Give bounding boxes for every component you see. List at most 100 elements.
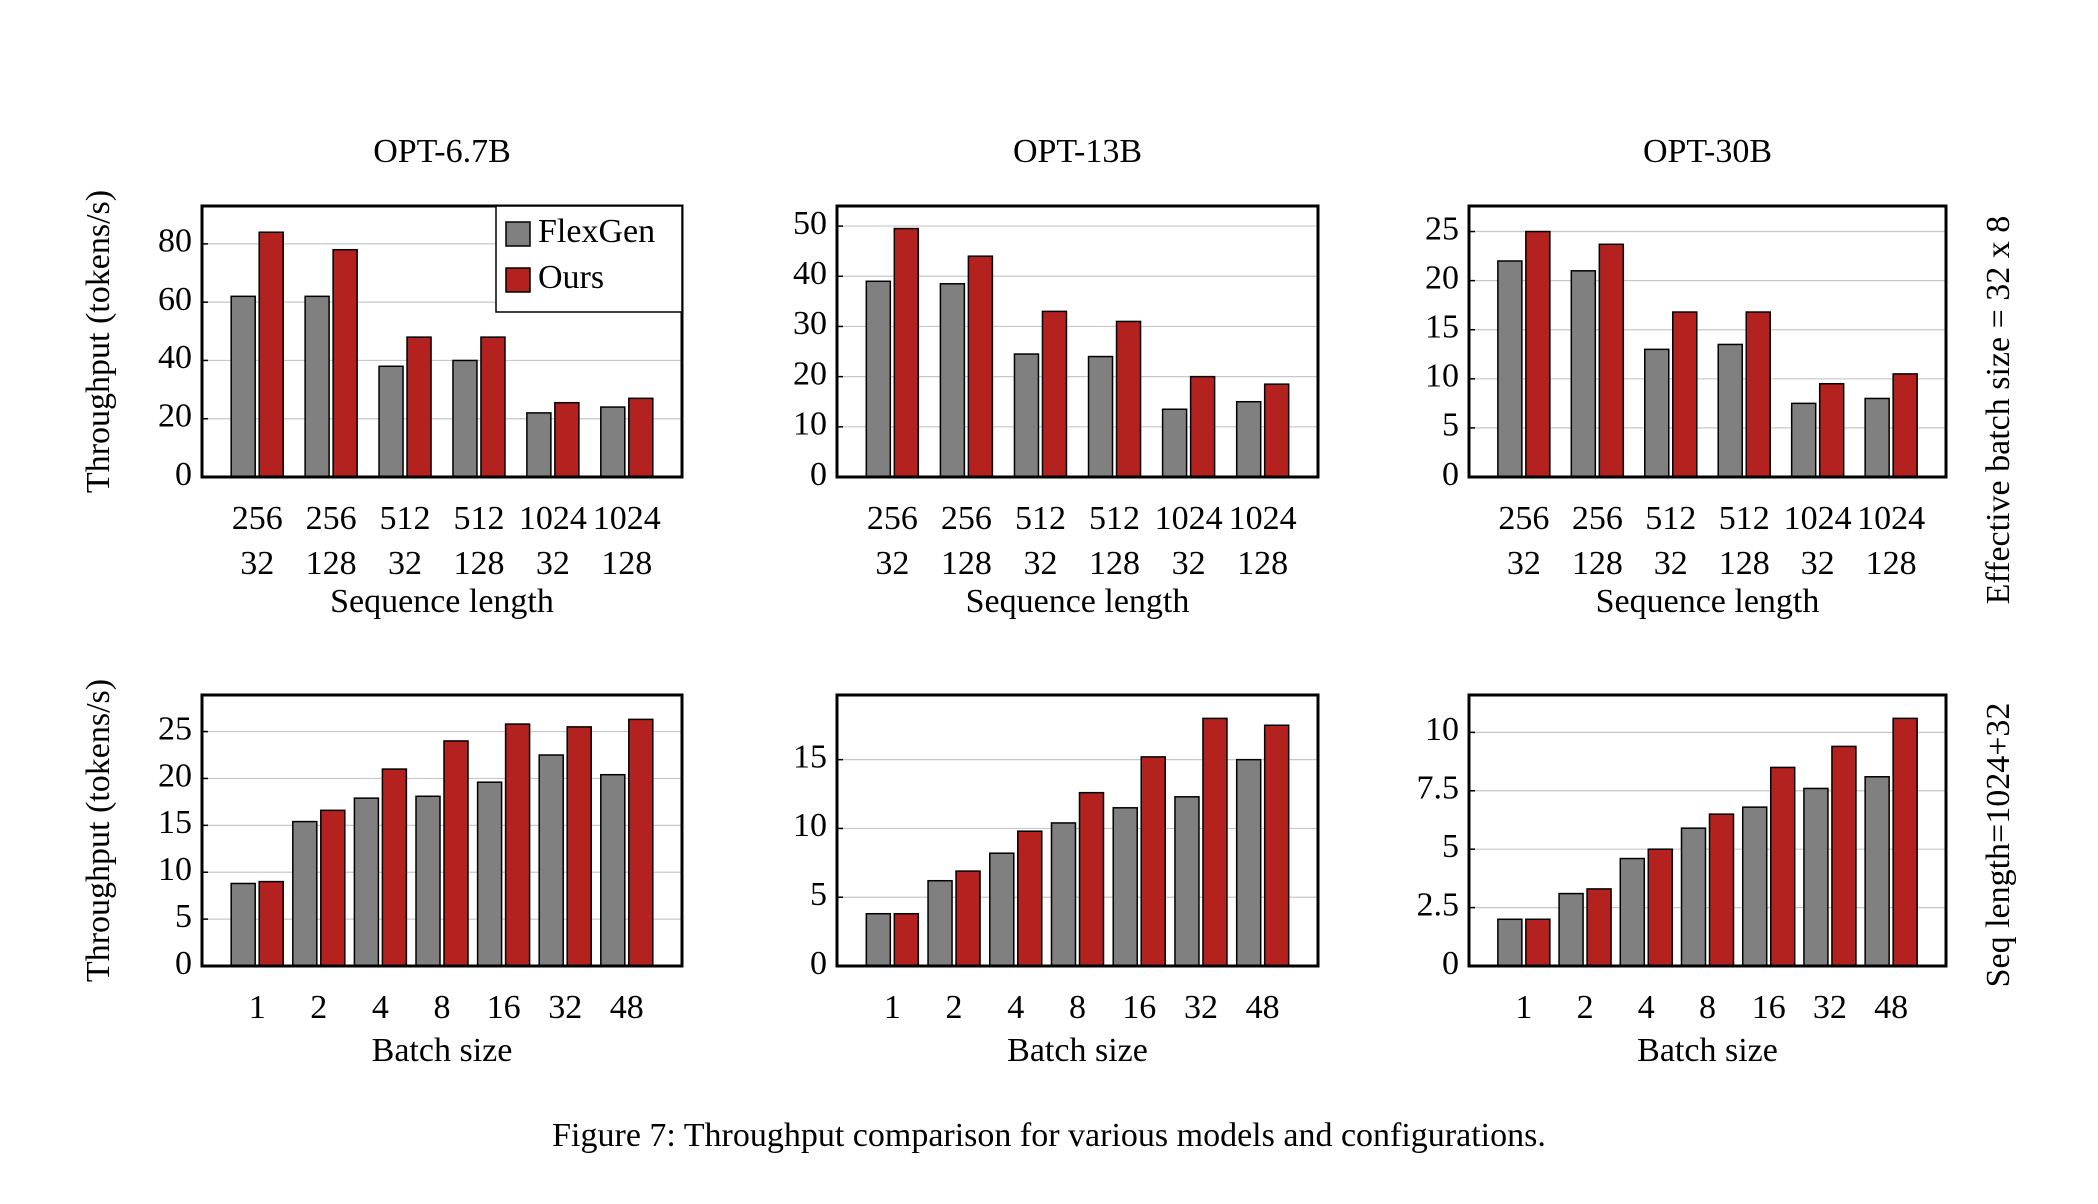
- x-tick-label: 48: [1874, 989, 1908, 1026]
- bar: [406, 336, 432, 478]
- y-tick-label: 20: [158, 398, 192, 435]
- x-tick-label: 8: [1699, 989, 1716, 1026]
- row-label: Effective batch size = 32 x 8: [1980, 216, 2017, 605]
- y-tick-label: 10: [1425, 358, 1459, 395]
- bar: [452, 359, 478, 478]
- y-tick-label: 10: [793, 807, 827, 844]
- x-tick-label: 16: [1752, 989, 1786, 1026]
- bar: [1864, 776, 1890, 967]
- bar: [939, 283, 966, 478]
- bar: [1570, 270, 1597, 478]
- x-axis-label: Sequence length: [330, 583, 554, 620]
- x-tick-label: 2: [1577, 989, 1594, 1026]
- y-tick-label: 15: [1425, 309, 1459, 346]
- bar: [893, 227, 920, 478]
- x-tick-label: 32: [875, 545, 909, 582]
- x-tick-label: 16: [487, 989, 521, 1026]
- bar: [1078, 791, 1105, 967]
- y-tick-label: 60: [158, 281, 192, 318]
- x-tick-label: 8: [1069, 989, 1086, 1026]
- bar: [554, 401, 580, 478]
- bar: [1741, 806, 1768, 967]
- x-tick-label: 128: [1866, 545, 1917, 582]
- bar: [353, 797, 380, 967]
- legend-label: FlexGen: [538, 213, 655, 250]
- bar: [415, 795, 441, 967]
- bar: [600, 773, 626, 967]
- bar: [1892, 373, 1918, 478]
- plot-frame: [1467, 693, 1948, 968]
- bar: [927, 879, 953, 967]
- bar: [1818, 382, 1845, 478]
- y-tick-label: 25: [158, 710, 192, 747]
- x-axis-label: Sequence length: [1596, 583, 1820, 620]
- bar: [1497, 918, 1523, 967]
- bar: [600, 406, 626, 478]
- bar: [504, 723, 531, 967]
- bar: [1708, 813, 1735, 967]
- chart-title: OPT-13B: [1013, 133, 1142, 170]
- x-tick-label: 128: [1089, 545, 1140, 582]
- y-tick-label: 80: [158, 223, 192, 260]
- bar: [1892, 717, 1918, 967]
- y-tick-label: 0: [810, 456, 827, 493]
- x-tick-label: 16: [1122, 989, 1156, 1026]
- row-label: Seq length=1024+32: [1980, 703, 2017, 988]
- x-tick-label: 256: [941, 500, 992, 537]
- bar: [1717, 343, 1743, 478]
- y-tick-label: 5: [810, 876, 827, 913]
- plot-frame: [1467, 204, 1948, 479]
- plot-frame: [200, 204, 684, 479]
- x-tick-label: 32: [536, 545, 570, 582]
- bar: [1112, 807, 1138, 967]
- y-tick-label: 40: [793, 255, 827, 292]
- bar: [480, 336, 506, 478]
- bar: [1558, 892, 1584, 967]
- y-tick-label: 5: [1442, 407, 1459, 444]
- bar: [538, 754, 564, 967]
- x-tick-label: 4: [1638, 989, 1655, 1026]
- bar: [1672, 311, 1698, 478]
- bar: [1115, 320, 1142, 478]
- x-tick-label: 2: [310, 989, 327, 1026]
- bar: [1161, 408, 1188, 478]
- y-tick-label: 15: [158, 804, 192, 841]
- bar: [381, 768, 408, 967]
- caption: Figure 7: Throughput comparison for vari…: [552, 1117, 1546, 1154]
- bar: [1087, 355, 1114, 478]
- bar: [865, 912, 892, 967]
- x-tick-label: 512: [1015, 500, 1066, 537]
- y-tick-label: 0: [175, 945, 192, 982]
- bar: [526, 412, 552, 478]
- x-tick-label: 512: [1089, 500, 1140, 537]
- bar: [1263, 724, 1290, 967]
- bar: [378, 365, 404, 478]
- y-tick-label: 20: [158, 757, 192, 794]
- y-tick-label: 5: [1442, 828, 1459, 865]
- bar: [1235, 758, 1262, 967]
- y-tick-label: 10: [793, 406, 827, 443]
- bar: [1263, 383, 1290, 478]
- y-axis-label: Throughput (tokens/s): [80, 190, 117, 493]
- bar: [1013, 353, 1040, 478]
- legend-swatch: [505, 267, 531, 293]
- y-tick-label: 40: [158, 339, 192, 376]
- y-tick-label: 0: [1442, 456, 1459, 493]
- plot-frame: [835, 204, 1320, 479]
- x-tick-label: 32: [388, 545, 422, 582]
- y-tick-label: 30: [793, 305, 827, 342]
- x-tick-label: 1024: [1229, 500, 1297, 537]
- x-tick-label: 256: [1572, 500, 1623, 537]
- x-tick-label: 1: [249, 989, 266, 1026]
- y-tick-label: 15: [793, 738, 827, 775]
- bar: [628, 718, 654, 967]
- x-tick-label: 128: [453, 545, 504, 582]
- x-tick-label: 1024: [1857, 500, 1925, 537]
- x-tick-label: 256: [1498, 500, 1549, 537]
- bar: [258, 231, 284, 478]
- plot-frame: [200, 693, 684, 968]
- x-tick-label: 128: [601, 545, 652, 582]
- y-tick-label: 0: [1442, 945, 1459, 982]
- x-tick-label: 32: [1813, 989, 1847, 1026]
- bar: [443, 740, 469, 967]
